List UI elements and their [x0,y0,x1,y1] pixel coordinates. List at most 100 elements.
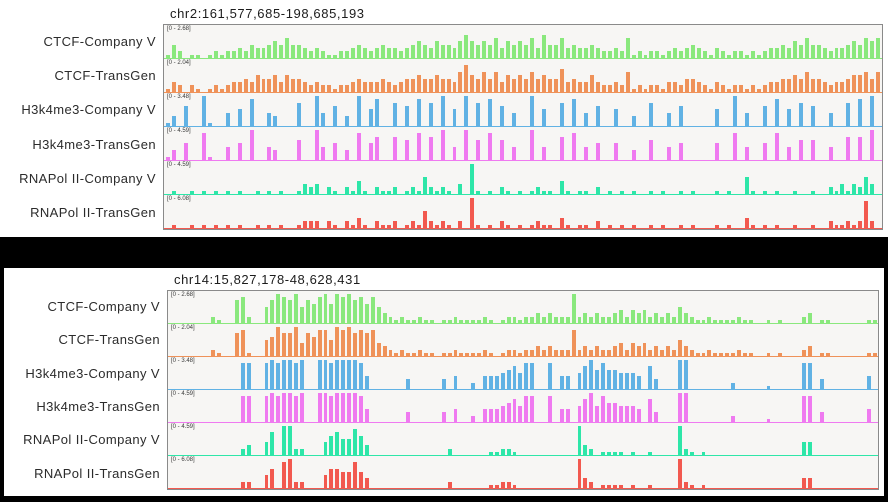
signal-bar [359,471,363,488]
signal-bar [494,37,499,58]
signal-bar [748,319,753,323]
signal-bar [630,372,635,389]
signal-bar [459,352,464,356]
signal-bar [255,190,260,194]
signal-bar [452,109,457,126]
signal-bar [315,129,320,160]
signal-bar [807,442,812,455]
signal-bar [341,330,346,356]
signal-bar [416,41,421,58]
signal-bar [607,51,612,58]
signal-bar [612,402,617,422]
signal-bar [636,346,641,356]
signal-bar [335,432,340,455]
signal-bar [548,78,552,92]
signal-bar [315,221,320,228]
signal-bar [707,316,712,323]
signal-bar [750,190,755,194]
signal-bar [630,343,635,356]
signal-bar [382,346,387,356]
signal-bar [583,346,588,356]
signal-bar [685,78,690,92]
signal-bar [715,47,720,58]
signal-bar [613,109,618,126]
signal-bar [846,78,851,92]
signal-bar [429,352,434,356]
signal-bar [649,139,654,160]
signal-track: [0 - 3.48] [168,357,878,390]
signal-bar [786,47,791,58]
signal-bar [766,385,771,389]
signal-bar [240,481,245,488]
signal-bar [470,163,475,194]
signal-bar [619,224,624,228]
track-label: H3k4me3-TransGen [36,399,160,415]
track-label: RNAPol II-Company V [19,170,156,186]
signal-bar [345,115,350,126]
signal-bar [428,78,433,92]
signal-bar [607,369,611,389]
signal-bar [183,105,188,126]
track-range-label: [0 - 6.08] [171,457,195,463]
signal-bar [778,352,783,356]
signal-bar [774,47,779,58]
signal-bar [601,396,606,422]
signal-bar [648,366,653,389]
signal-bar [246,363,251,389]
signal-bar [465,319,470,323]
signal-bar [506,41,511,58]
signal-bar [410,78,415,92]
signal-bar [267,190,272,194]
signal-bar [792,41,797,58]
signal-bar [394,319,399,323]
signal-bar [512,484,517,488]
signal-track: [0 - 2.04] [168,324,878,357]
signal-bar [766,418,771,422]
signal-bar [695,352,700,356]
signal-bar [488,352,493,356]
signal-bar [386,81,391,92]
signal-bar [506,224,511,228]
signal-bar [512,78,517,92]
signal-bar [359,363,363,389]
signal-bar [333,105,338,126]
signal-bar [619,85,624,92]
signal-bar [801,316,806,323]
signal-bar [410,44,415,58]
signal-bar [440,187,445,194]
signal-bar [452,81,457,92]
signal-bar [327,85,332,92]
signal-bar [267,146,272,160]
signal-bar [683,481,688,488]
signal-bar [394,352,399,356]
signal-bar [807,313,812,323]
signal-bar [691,44,696,58]
signal-bar [816,44,821,58]
signal-bar [679,190,684,194]
signal-bar [677,359,682,389]
signal-bar [737,349,741,356]
signal-bars [170,293,877,323]
signal-bar [548,44,552,58]
signal-bar [840,224,845,228]
signal-bar [267,224,272,228]
signal-bar [816,78,821,92]
signal-bar [612,451,617,455]
signal-bar [329,339,334,356]
signal-bar [364,445,369,455]
signal-bar [446,190,451,194]
signal-bar [701,352,706,356]
signal-bar [368,51,373,58]
signal-bar [291,44,296,58]
signal-bar [804,71,809,92]
signal-bar [589,448,594,455]
signal-bar [270,392,275,422]
track-label: CTCF-TransGen [58,332,160,348]
signal-bar [648,349,653,356]
signal-bar [721,85,726,92]
signal-bar [311,336,316,356]
signal-bar [422,177,427,194]
signal-bar [441,352,446,356]
signal-bar [524,78,529,92]
signal-bar [709,54,714,58]
